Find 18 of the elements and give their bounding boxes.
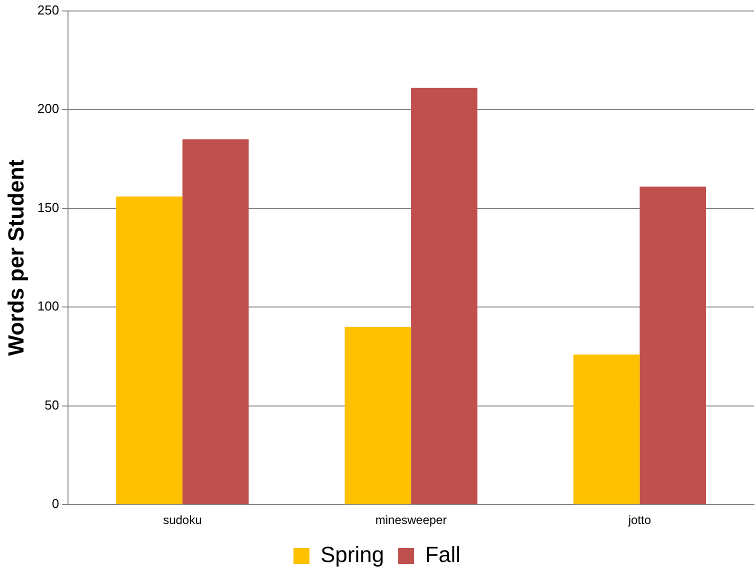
x-tick-label: minesweeper bbox=[375, 513, 447, 528]
y-tick-label: 250 bbox=[37, 2, 60, 18]
bar bbox=[182, 139, 249, 504]
y-tick-label: 0 bbox=[52, 496, 60, 512]
bar bbox=[640, 186, 706, 504]
bar bbox=[411, 88, 478, 504]
y-tick-label: 50 bbox=[44, 397, 60, 412]
y-tick-label: 200 bbox=[37, 101, 60, 116]
y-tick-label: 150 bbox=[37, 200, 60, 215]
legend-label: Spring bbox=[320, 542, 384, 568]
y-axis-title: Words per Student bbox=[3, 158, 28, 356]
bar bbox=[573, 354, 640, 504]
bar bbox=[116, 196, 182, 504]
y-tick-label: 100 bbox=[37, 298, 60, 314]
x-tick-label: sudoku bbox=[163, 513, 202, 528]
x-tick-label: jotto bbox=[627, 513, 652, 528]
legend-label: Fall bbox=[425, 542, 461, 568]
bar bbox=[344, 326, 412, 504]
